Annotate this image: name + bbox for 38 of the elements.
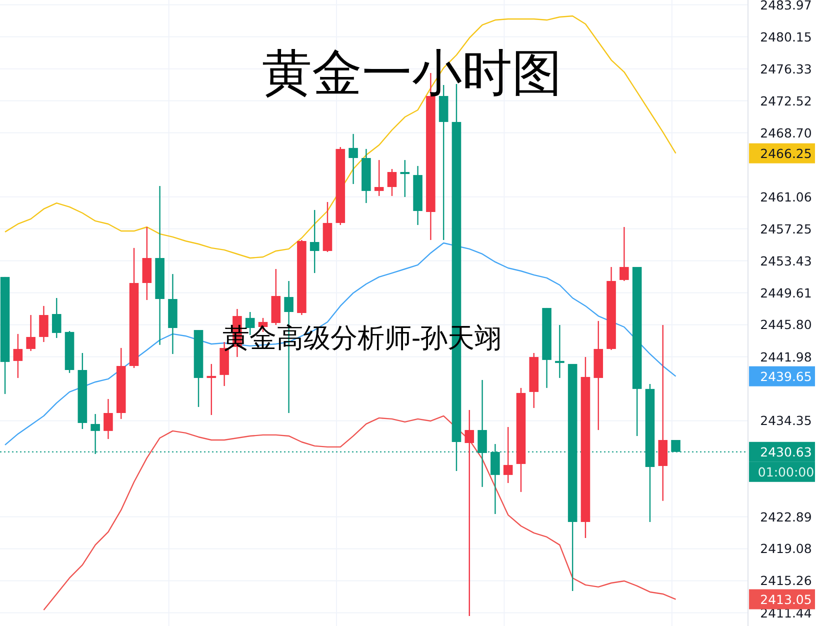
candlestick xyxy=(39,305,48,343)
candlestick xyxy=(400,159,410,198)
line-series xyxy=(43,415,676,611)
y-tick-label: 2434.35 xyxy=(760,413,812,428)
y-tick-label: 2461.06 xyxy=(760,189,812,204)
line-series xyxy=(4,242,676,446)
y-tick-label: 2457.25 xyxy=(760,221,812,236)
candlestick xyxy=(52,297,62,339)
text: 2439.65 xyxy=(760,368,812,384)
y-tick-label: 2453.43 xyxy=(760,253,812,268)
candlestick xyxy=(310,209,320,274)
candlestick xyxy=(555,324,564,379)
candlestick xyxy=(104,398,113,440)
candlestick xyxy=(387,168,397,197)
text: 2413.05 xyxy=(760,592,812,607)
text: 2466.25 xyxy=(760,146,812,161)
candlestick xyxy=(503,426,513,484)
text: 01:00:00 xyxy=(758,464,814,480)
y-tick-label: 2480.15 xyxy=(760,29,812,44)
candlestick xyxy=(206,363,216,416)
candlestick xyxy=(620,226,629,282)
y-tick-label: 2449.61 xyxy=(760,285,812,300)
y-tick-label: 2415.26 xyxy=(760,573,812,588)
y-tick-label: 2441.98 xyxy=(760,349,812,364)
candlestick xyxy=(13,333,23,379)
candlestick xyxy=(26,314,36,352)
candlestick xyxy=(374,159,384,197)
line-series xyxy=(4,15,676,259)
ref-line-label: 2430.63 xyxy=(760,444,812,460)
y-tick-label: 2476.33 xyxy=(760,61,812,76)
y-tick-label: 2483.97 xyxy=(760,0,812,12)
candlestick xyxy=(464,409,474,617)
y-tick-label: 2419.08 xyxy=(760,541,812,556)
y-tick-label: 2472.52 xyxy=(760,93,812,108)
y-tick-label: 2422.89 xyxy=(760,509,812,524)
y-tick-label: 2468.70 xyxy=(760,125,812,140)
y-tick-label: 2445.80 xyxy=(760,317,812,332)
candlestick xyxy=(348,133,358,185)
